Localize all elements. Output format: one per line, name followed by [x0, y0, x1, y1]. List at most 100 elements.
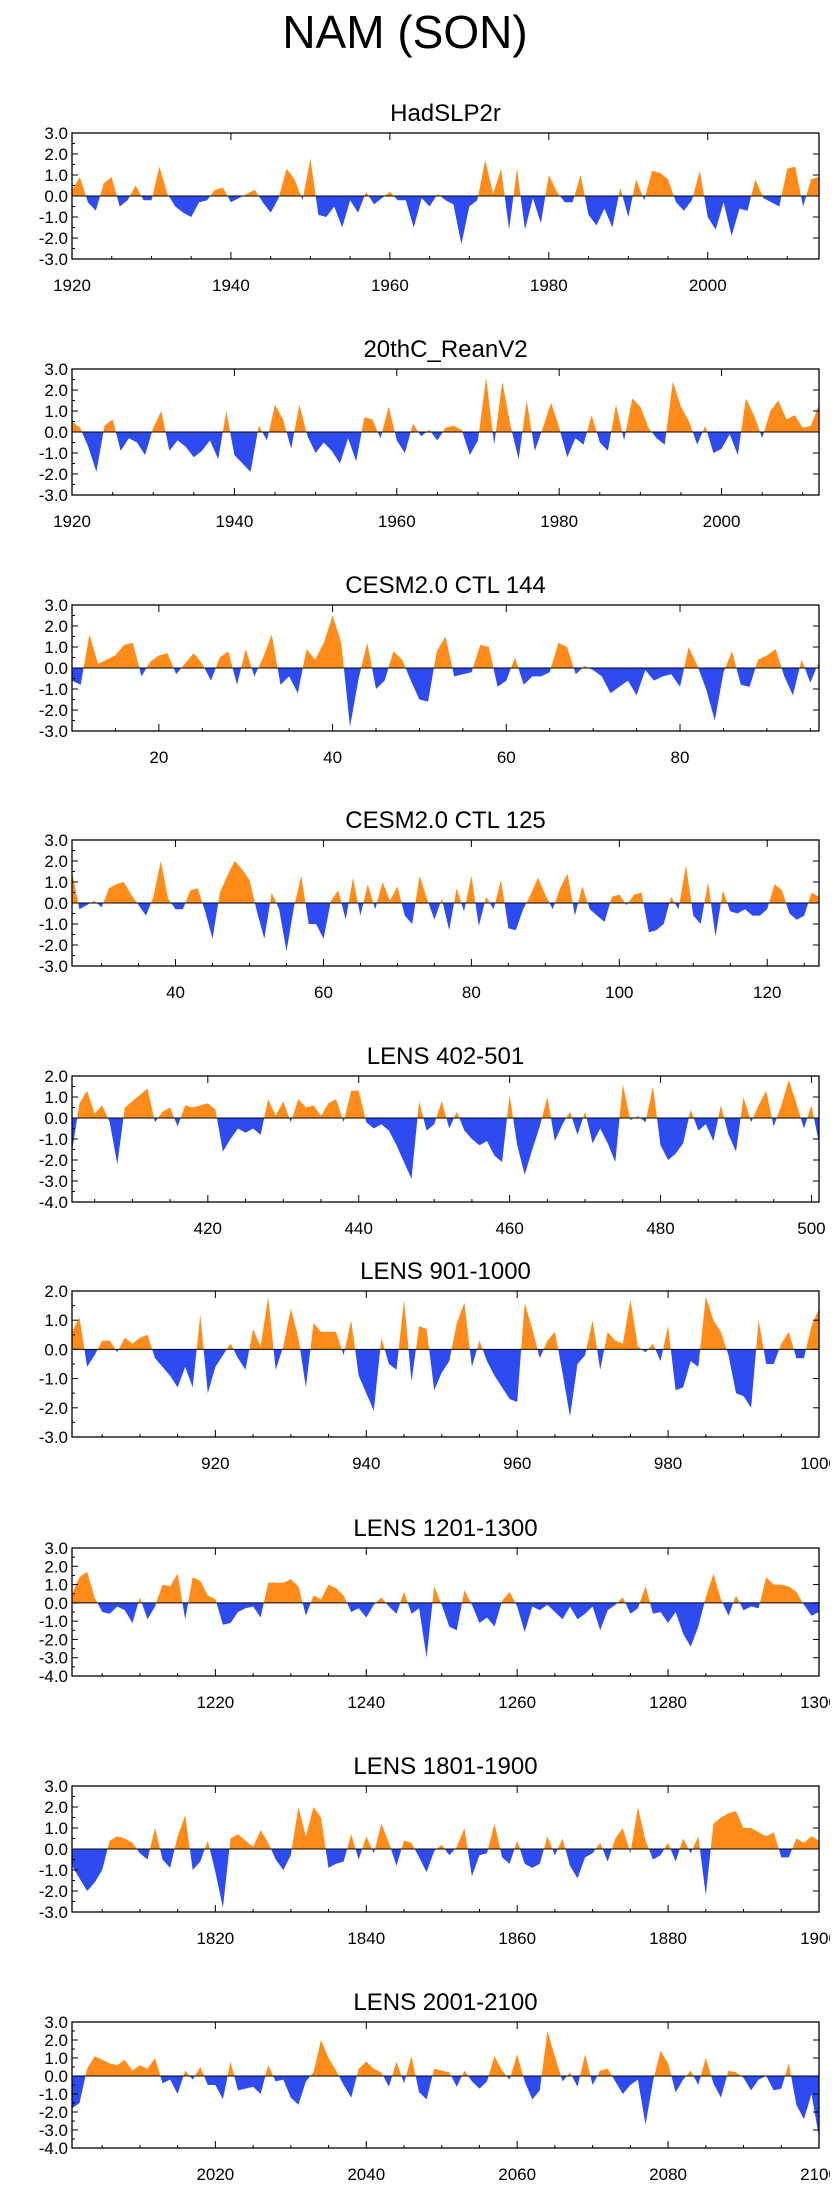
- y-tick-label: 0.0: [44, 1840, 68, 1859]
- y-tick-label: -2.0: [39, 701, 68, 720]
- x-tick-label: 1980: [530, 276, 568, 295]
- negative-area: [72, 196, 819, 245]
- panel-title: LENS 1801-1900: [353, 1753, 537, 1780]
- x-tick-label: 2000: [703, 512, 741, 531]
- x-tick-label: 2060: [498, 2165, 536, 2184]
- negative-area: [84, 1349, 806, 1417]
- x-tick-label: 1280: [649, 1693, 687, 1712]
- x-tick-label: 60: [314, 983, 333, 1002]
- y-tick-label: -1.0: [39, 1370, 68, 1389]
- chart-panel: LENS 1801-1900 3.0 2.0 1.0 0.0 -1.0 -2.0 -3.0 18…: [39, 1753, 830, 1948]
- x-tick-label: 1860: [498, 1929, 536, 1948]
- positive-area: [72, 1571, 803, 1603]
- y-tick-label: 0.0: [44, 894, 68, 913]
- x-tick-label: 120: [753, 983, 781, 1002]
- x-tick-label: 1880: [649, 1929, 687, 1948]
- chart-panel: LENS 901-1000 2.0 1.0 0.0 -1.0 -2.0 -3.0 920 940…: [39, 1258, 830, 1473]
- y-tick-label: -2.0: [39, 465, 68, 484]
- x-tick-label: 2040: [347, 2165, 385, 2184]
- y-tick-label: -2.0: [39, 1151, 68, 1170]
- plot-frame: [71, 1075, 820, 1203]
- x-tick-label: 440: [345, 1219, 373, 1238]
- chart-panel: LENS 1201-1300 3.02.01.00.0-1.0-2.0-3.0-4…: [39, 1515, 830, 1712]
- y-tick-label: -1.0: [39, 444, 68, 463]
- y-tick-label: 2.0: [44, 1282, 68, 1301]
- y-tick-label: -3.0: [39, 1172, 68, 1191]
- plot-frame: [71, 2021, 820, 2149]
- y-tick-label: -1.0: [39, 1612, 68, 1631]
- x-tick-label: 1920: [53, 512, 91, 531]
- y-tick-label: -3.0: [39, 957, 68, 976]
- y-tick-label: -1.0: [39, 2085, 68, 2104]
- positive-area: [72, 377, 819, 432]
- y-tick-label: 1.0: [44, 1819, 68, 1838]
- y-tick-label: 3.0: [44, 596, 68, 615]
- y-tick-label: -3.0: [39, 250, 68, 269]
- x-tick-label: 920: [201, 1454, 229, 1473]
- y-tick-label: 1.0: [44, 2049, 68, 2068]
- y-tick-label: -1.0: [39, 680, 68, 699]
- y-tick-label: 0.0: [44, 2067, 68, 2086]
- x-tick-label: 40: [323, 748, 342, 767]
- y-tick-label: 3.0: [44, 831, 68, 850]
- y-tick-label: -4.0: [39, 1667, 68, 1686]
- y-tick-label: -3.0: [39, 1649, 68, 1668]
- main-title: NAM (SON): [282, 6, 528, 58]
- chart-panel: CESM2.0 CTL 125 3.0 2.0 1.0 0.0 -1.0 -2.0 -3.0 4…: [39, 807, 820, 1002]
- panel-title: LENS 901-1000: [360, 1258, 531, 1285]
- panel-title: LENS 2001-2100: [353, 1989, 537, 2016]
- x-tick-label: 1960: [371, 276, 409, 295]
- x-tick-label: 80: [462, 983, 481, 1002]
- panel-title: 20thC_ReanV2: [363, 336, 527, 363]
- x-tick-label: 40: [166, 983, 185, 1002]
- y-tick-label: 1.0: [44, 1088, 68, 1107]
- y-tick-label: 1.0: [44, 873, 68, 892]
- positive-area: [72, 1080, 819, 1118]
- y-tick-label: -3.0: [39, 1903, 68, 1922]
- y-tick-label: 0.0: [44, 659, 68, 678]
- chart-panel: 20thC_ReanV2 3.0 2.0 1.0 0.0 -1.0 -2.0 -3.0 1920…: [39, 336, 820, 531]
- y-tick-label: 3.0: [44, 2013, 68, 2032]
- positive-area: [72, 1807, 819, 1849]
- y-tick-label: -1.0: [39, 1130, 68, 1149]
- y-tick-label: 2.0: [44, 381, 68, 400]
- y-tick-label: 2.0: [44, 145, 68, 164]
- y-tick-label: 2.0: [44, 2031, 68, 2050]
- y-tick-label: 2.0: [44, 1557, 68, 1576]
- x-tick-label: 1960: [378, 512, 416, 531]
- y-tick-label: 1.0: [44, 402, 68, 421]
- y-tick-label: -3.0: [39, 1428, 68, 1447]
- y-tick-label: 3.0: [44, 1539, 68, 1558]
- y-tick-label: 1.0: [44, 1311, 68, 1330]
- y-tick-label: 2.0: [44, 1067, 68, 1086]
- negative-area: [72, 2076, 819, 2138]
- y-tick-label: -3.0: [39, 486, 68, 505]
- negative-area: [72, 1118, 819, 1179]
- x-tick-label: 480: [646, 1219, 674, 1238]
- y-tick-label: -1.0: [39, 1861, 68, 1880]
- x-tick-label: 1240: [347, 1693, 385, 1712]
- x-tick-label: 2020: [196, 2165, 234, 2184]
- x-tick-label: 460: [495, 1219, 523, 1238]
- y-tick-label: -3.0: [39, 2121, 68, 2140]
- negative-area: [72, 668, 819, 727]
- negative-area: [72, 1849, 819, 1908]
- x-tick-label: 1900: [800, 1929, 830, 1948]
- x-tick-label: 1980: [540, 512, 578, 531]
- y-tick-label: 3.0: [44, 124, 68, 143]
- x-tick-label: 500: [797, 1219, 825, 1238]
- x-tick-label: 1940: [212, 276, 250, 295]
- x-tick-label: 940: [352, 1454, 380, 1473]
- y-tick-label: 2.0: [44, 852, 68, 871]
- positive-area: [72, 615, 819, 668]
- y-tick-label: -3.0: [39, 722, 68, 741]
- x-tick-label: 2080: [649, 2165, 687, 2184]
- positive-area: [72, 2031, 819, 2076]
- y-tick-label: 0.0: [44, 1109, 68, 1128]
- y-tick-label: 2.0: [44, 1798, 68, 1817]
- y-tick-label: 2.0: [44, 617, 68, 636]
- y-tick-label: -2.0: [39, 1882, 68, 1901]
- negative-area: [72, 1602, 819, 1658]
- x-tick-label: 960: [503, 1454, 531, 1473]
- x-tick-label: 420: [194, 1219, 222, 1238]
